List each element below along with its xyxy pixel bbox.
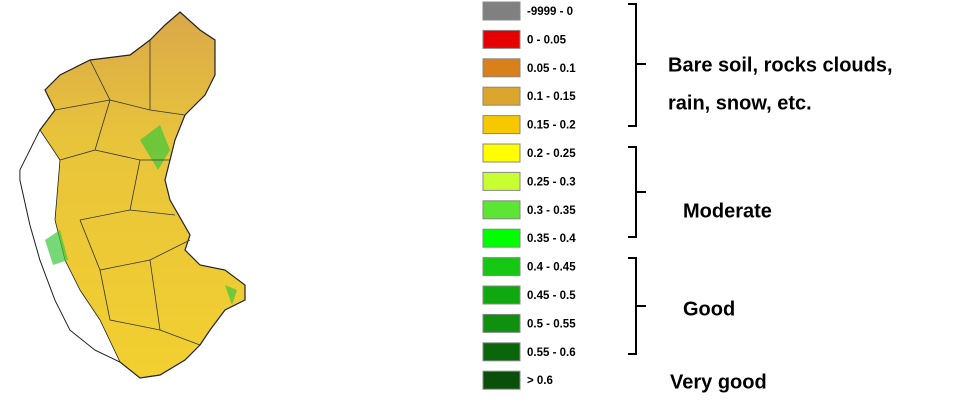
legend-label: 0.45 - 0.5 — [527, 290, 576, 302]
legend-swatch — [483, 30, 520, 48]
legend-swatch — [483, 201, 520, 219]
group-label: Bare soil, rocks clouds, — [668, 54, 893, 76]
group-label: Very good — [670, 371, 767, 393]
legend-label: 0.3 - 0.35 — [527, 205, 576, 217]
legend-label: > 0.6 — [527, 375, 553, 387]
legend-groups: Bare soil, rocks clouds, rain, snow, etc.… — [628, 4, 893, 393]
bracket — [628, 147, 646, 237]
legend-label: 0.4 - 0.45 — [527, 262, 576, 274]
legend-label: -9999 - 0 — [527, 6, 573, 18]
legend: -9999 - 0 0 - 0.05 0.05 - 0.1 0.1 - 0.15 0.1… — [483, 2, 576, 389]
legend-label: 0.05 - 0.1 — [527, 63, 576, 75]
screen: -9999 - 0 0 - 0.05 0.05 - 0.1 0.1 - 0.15 0.1… — [0, 0, 957, 402]
legend-label: 0.5 - 0.55 — [527, 318, 576, 330]
legend-label: 0.55 - 0.6 — [527, 347, 576, 359]
group-label: rain, snow, etc. — [668, 92, 812, 114]
legend-swatch — [483, 343, 520, 361]
legend-swatch — [483, 258, 520, 276]
page: -9999 - 0 0 - 0.05 0.05 - 0.1 0.1 - 0.15 0.1… — [0, 0, 957, 402]
legend-swatch — [483, 371, 520, 389]
legend-swatch — [483, 116, 520, 134]
bracket — [628, 258, 646, 354]
legend-swatch — [483, 229, 520, 247]
legend-label: 0.1 - 0.15 — [527, 91, 576, 103]
bracket — [628, 4, 646, 126]
legend-label: 0 - 0.05 — [527, 34, 567, 46]
map — [20, 12, 245, 378]
legend-swatch — [483, 144, 520, 162]
legend-swatch — [483, 2, 520, 20]
legend-label: 0.25 - 0.3 — [527, 176, 576, 188]
legend-label: 0.2 - 0.25 — [527, 148, 576, 160]
legend-label: 0.15 - 0.2 — [527, 120, 576, 132]
legend-swatch — [483, 87, 520, 105]
legend-swatch — [483, 172, 520, 190]
legend-label: 0.35 - 0.4 — [527, 233, 576, 245]
legend-swatch — [483, 286, 520, 304]
legend-swatch — [483, 59, 520, 77]
group-label: Moderate — [683, 200, 772, 222]
group-label: Good — [683, 298, 735, 320]
legend-swatch — [483, 314, 520, 332]
